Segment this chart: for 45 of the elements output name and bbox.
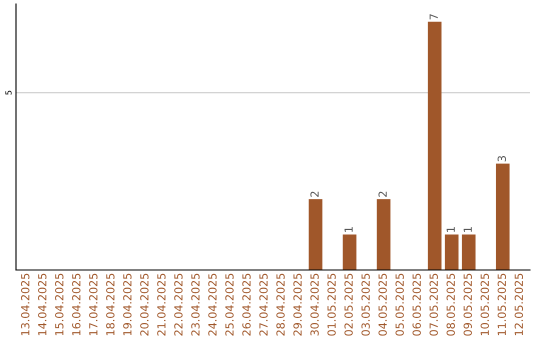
x-tick-label: 08.05.2025 <box>446 274 455 336</box>
x-tick-label: 12.05.2025 <box>514 274 524 336</box>
data-label: 1 <box>464 227 472 232</box>
data-label: 1 <box>446 227 455 232</box>
y-tick-label: 5 <box>5 90 12 95</box>
x-tick-label: 23.04.2025 <box>191 274 200 336</box>
x-tick-label: 04.05.2025 <box>378 274 387 336</box>
x-tick-label: 29.04.2025 <box>293 274 302 336</box>
x-tick-label: 13.04.2025 <box>21 274 30 336</box>
x-tick-label: 16.04.2025 <box>72 274 80 336</box>
bar <box>496 164 510 270</box>
data-label: 1 <box>344 227 353 232</box>
x-tick-label: 14.04.2025 <box>38 274 46 336</box>
x-tick-label: 11.05.2025 <box>498 274 506 336</box>
x-tick-label: 05.05.2025 <box>395 274 404 336</box>
x-tick-label: 10.05.2025 <box>480 274 489 336</box>
x-tick-label: 15.04.2025 <box>55 274 64 336</box>
x-tick-label: 21.04.2025 <box>157 274 166 336</box>
bar <box>308 199 322 270</box>
x-tick-label: 26.04.2025 <box>242 274 251 336</box>
x-tick-label: 28.04.2025 <box>276 274 285 336</box>
bar <box>342 234 356 270</box>
x-tick-label: 30.04.2025 <box>310 274 319 336</box>
x-tick-label: 19.04.2025 <box>123 274 132 336</box>
x-tick-label: 01.05.2025 <box>327 274 336 336</box>
x-tick-label: 22.04.2025 <box>174 274 183 336</box>
data-label: 2 <box>310 192 319 197</box>
x-tick-label: 03.05.2025 <box>361 274 370 336</box>
data-label: 7 <box>430 14 438 20</box>
x-tick-label: 27.04.2025 <box>259 274 268 336</box>
x-tick-label: 17.04.2025 <box>89 274 98 336</box>
x-tick-label: 24.04.2025 <box>208 274 217 336</box>
data-label: 3 <box>498 156 506 162</box>
x-tick-label: 02.05.2025 <box>344 274 353 336</box>
bar <box>428 22 442 270</box>
x-tick-label: 07.05.2025 <box>430 274 438 336</box>
x-tick-label: 25.04.2025 <box>225 274 234 336</box>
bar <box>376 199 390 270</box>
bar <box>462 234 476 270</box>
bar <box>444 234 459 270</box>
x-tick-label: 18.04.2025 <box>106 274 115 336</box>
x-tick-label: 09.05.2025 <box>464 274 472 336</box>
x-tick-label: 20.04.2025 <box>140 274 149 336</box>
data-label: 2 <box>378 192 387 197</box>
x-tick-label: 06.05.2025 <box>412 274 421 336</box>
